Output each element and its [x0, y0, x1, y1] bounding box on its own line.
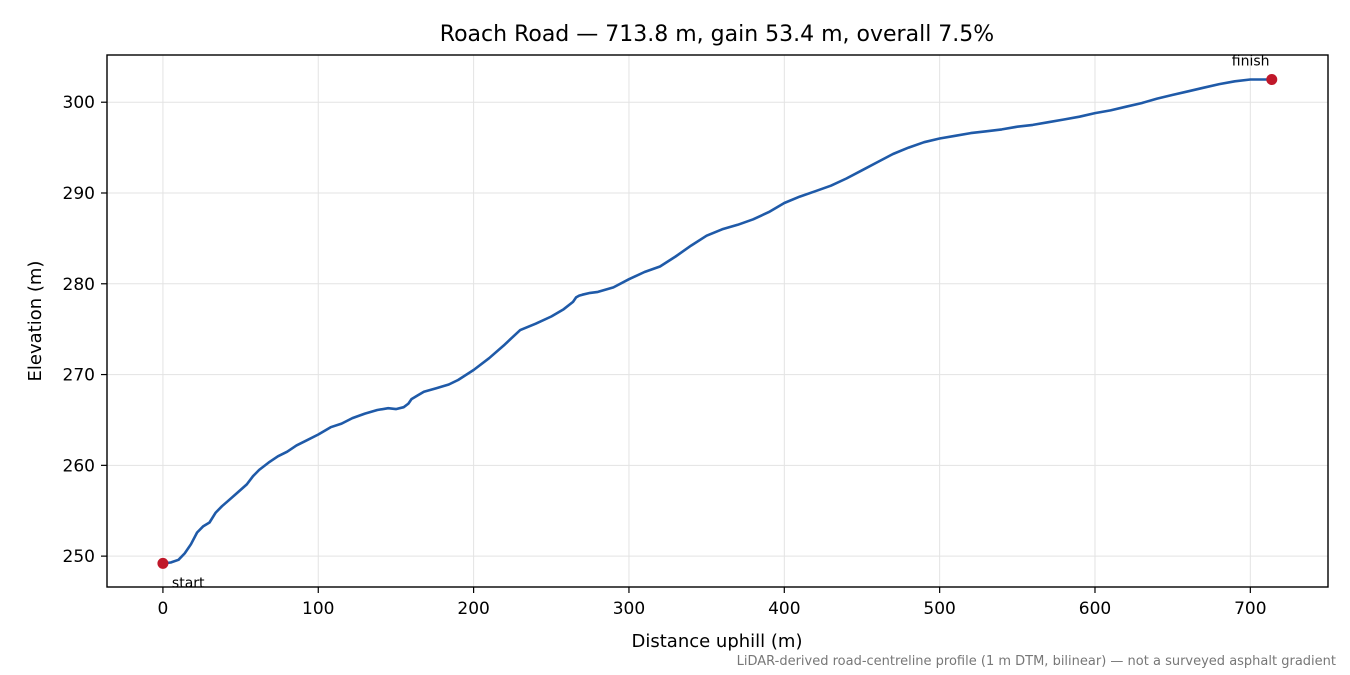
- y-tick-label: 280: [63, 275, 95, 295]
- x-tick-label: 500: [923, 599, 955, 619]
- y-tick-label: 250: [63, 547, 95, 567]
- chart-title: Roach Road — 713.8 m, gain 53.4 m, overa…: [440, 22, 994, 47]
- x-tick-label: 700: [1234, 599, 1266, 619]
- y-tick-label: 270: [63, 366, 95, 386]
- marker-layer: start finish: [157, 54, 1278, 591]
- x-tick-label: 600: [1079, 599, 1111, 619]
- series-layer: [161, 78, 1274, 565]
- grid: [107, 55, 1328, 587]
- plot-frame: [106, 54, 1329, 588]
- start-label: start: [172, 575, 205, 591]
- x-tick-label: 0: [158, 599, 169, 619]
- x-axis-label: Distance uphill (m): [632, 631, 803, 652]
- start-marker: [157, 557, 169, 569]
- y-axis-label: Elevation (m): [25, 261, 46, 382]
- y-tick-label: 260: [63, 456, 95, 476]
- x-tick-label: 300: [613, 599, 645, 619]
- y-tick-label: 290: [63, 184, 95, 204]
- footnote: LiDAR-derived road-centreline profile (1…: [737, 654, 1336, 669]
- x-axis-ticks: 0 100 200 300 400 500 600 700: [158, 587, 1267, 619]
- y-axis-ticks: 250 260 270 280 290 300: [63, 93, 107, 567]
- finish-label: finish: [1232, 54, 1270, 70]
- x-tick-label: 100: [302, 599, 334, 619]
- x-tick-label: 400: [768, 599, 800, 619]
- y-tick-label: 300: [63, 93, 95, 113]
- finish-marker: [1266, 74, 1278, 86]
- x-tick-label: 200: [457, 599, 489, 619]
- elevation-line: [161, 78, 1274, 565]
